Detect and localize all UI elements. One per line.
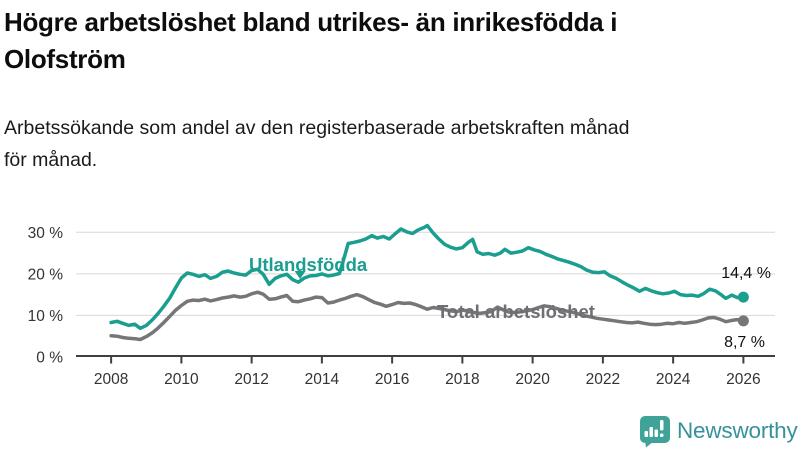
chart-subtitle-line2: för månad. <box>4 149 98 171</box>
series-line-total <box>109 290 746 342</box>
series-line-utlandsfodda <box>109 223 746 331</box>
page-title-line2: Olofström <box>4 44 126 74</box>
series-lines <box>109 223 746 342</box>
x-tick-label: 2010 <box>164 371 199 388</box>
x-tick-label: 2022 <box>586 371 620 388</box>
x-tick-label: 2020 <box>515 371 550 388</box>
chart-subtitle: Arbetssökande som andel av den registerb… <box>4 112 796 176</box>
newsworthy-bubble-icon <box>640 416 670 448</box>
x-tick-label: 2018 <box>445 371 479 388</box>
x-tick-label: 2016 <box>375 371 409 388</box>
end-value-total: 8,7 % <box>724 334 765 351</box>
series-end-dot <box>737 315 749 327</box>
x-tick-label: 2012 <box>234 371 268 388</box>
x-tick-label: 2014 <box>305 371 340 388</box>
series-markers <box>294 270 749 327</box>
series-label-utlandsfodda: Utlandsfödda <box>249 254 368 275</box>
page-title: Högre arbetslöshet bland utrikes- än inr… <box>4 4 796 78</box>
series-end-dot <box>737 291 749 303</box>
y-tick-label: 30 % <box>28 225 64 242</box>
brand-name: Newsworthy <box>677 418 798 443</box>
y-axis-labels: 0 % 10 % 20 % 30 % <box>28 225 64 367</box>
page-title-line1: Högre arbetslöshet bland utrikes- än inr… <box>4 7 618 37</box>
y-tick-label: 0 % <box>36 350 63 367</box>
chart-subtitle-line1: Arbetssökande som andel av den registerb… <box>4 117 630 139</box>
y-tick-label: 20 % <box>28 266 64 283</box>
x-tick-label: 2024 <box>656 371 691 388</box>
series-pointer-triangle <box>294 270 306 279</box>
x-axis: 2008 2010 2012 2014 2016 2018 2020 2022 2024 2026 <box>76 355 775 388</box>
series-label-total: Total arbetslöshet <box>437 301 595 322</box>
x-tick-label: 2026 <box>726 371 760 388</box>
y-tick-label: 10 % <box>28 308 64 325</box>
end-value-utlandsfodda: 14,4 % <box>721 265 771 282</box>
x-tick-label: 2008 <box>94 371 128 388</box>
